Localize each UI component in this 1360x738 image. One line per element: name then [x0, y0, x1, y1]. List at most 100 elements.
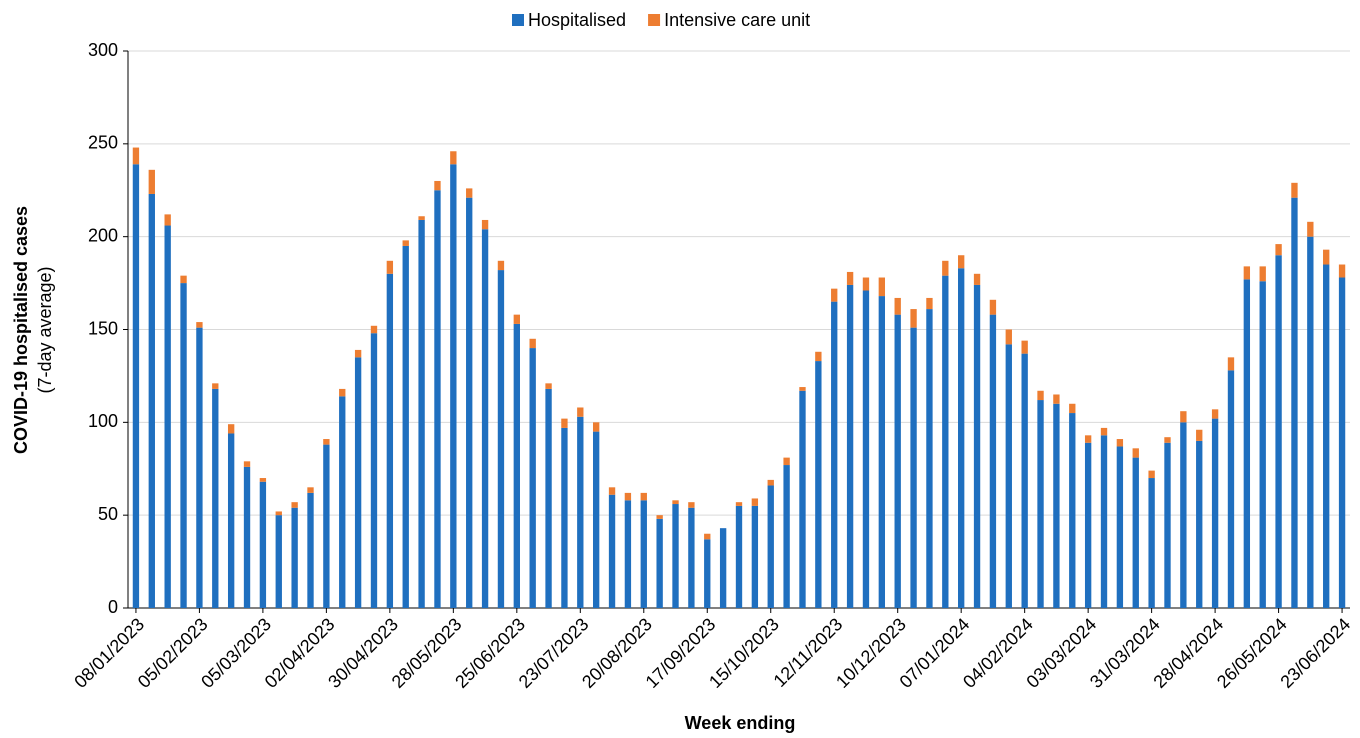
bar-segment — [640, 492, 647, 501]
x-axis-title: Week ending — [685, 713, 796, 733]
bar-segment — [497, 260, 505, 271]
bar-segment — [450, 151, 457, 165]
bar-segment — [1180, 422, 1187, 608]
y-tick-label: 300 — [88, 40, 118, 60]
legend-label: Intensive care unit — [664, 10, 810, 30]
bar-segment — [418, 216, 425, 220]
bar-segment — [370, 325, 378, 334]
bar-segment — [751, 505, 759, 608]
bar-segment — [418, 219, 425, 608]
bar-segment — [1243, 266, 1251, 280]
bar-segment — [354, 349, 362, 358]
bar-segment — [751, 498, 759, 506]
bar-segment — [862, 277, 870, 291]
bar-segment — [767, 479, 774, 486]
bar-segment — [259, 481, 267, 608]
bar-segment — [942, 275, 949, 608]
bar-segment — [196, 327, 203, 608]
bar-segment — [1148, 470, 1155, 479]
bar-segment — [164, 214, 171, 226]
bar-segment — [1211, 409, 1219, 419]
bar-segment — [926, 309, 933, 608]
bar-segment — [1211, 418, 1219, 608]
bar-segment — [180, 283, 187, 608]
bar-segment — [1164, 442, 1171, 608]
bar-segment — [1338, 264, 1346, 278]
bar-segment — [1100, 435, 1108, 608]
bar-segment — [132, 164, 140, 609]
legend-swatch — [648, 14, 661, 26]
bar-segment — [1275, 244, 1282, 256]
bar-segment — [370, 333, 378, 608]
bar-segment — [1291, 197, 1298, 608]
bar-segment — [1291, 182, 1298, 198]
bar-segment — [1338, 277, 1346, 608]
bar-segment — [513, 314, 520, 324]
bar-segment — [1037, 390, 1044, 401]
bar-segment — [1005, 344, 1012, 608]
bar-segment — [275, 511, 282, 516]
y-tick-label: 50 — [98, 504, 118, 524]
bar-segment — [1069, 403, 1076, 414]
bar-segment — [846, 271, 854, 285]
bar-segment — [227, 433, 235, 608]
bar-segment — [1307, 221, 1314, 237]
bar-segment — [989, 299, 997, 315]
bar-segment — [592, 431, 600, 608]
bar-segment — [815, 351, 822, 362]
bar-segment — [735, 502, 743, 506]
bar-segment — [592, 422, 600, 432]
y-axis-title: COVID-19 hospitalised cases — [11, 206, 31, 454]
bar-segment — [1069, 413, 1076, 608]
bar-segment — [783, 465, 790, 608]
bar-segment — [481, 229, 489, 609]
bar-segment — [1053, 403, 1060, 608]
bar-segment — [402, 240, 409, 246]
bar-segment — [386, 260, 394, 274]
bar-segment — [307, 492, 314, 608]
bar-segment — [910, 327, 917, 608]
bar-segment — [243, 461, 251, 467]
bar-segment — [973, 284, 981, 608]
bar-segment — [608, 494, 616, 608]
bar-segment — [1132, 448, 1139, 458]
bar-segment — [212, 383, 219, 389]
bar-segment — [513, 323, 520, 608]
bar-segment — [212, 388, 219, 608]
bar-segment — [831, 301, 838, 608]
bar-segment — [910, 309, 917, 328]
bar-segment — [148, 193, 155, 609]
bar-segment — [275, 515, 282, 608]
bar-segment — [1148, 478, 1155, 608]
bar-segment — [894, 314, 901, 608]
bar-segment — [1037, 400, 1044, 608]
bar-segment — [624, 492, 632, 501]
bar-segment — [1259, 281, 1266, 608]
bar-segment — [958, 255, 965, 269]
bar-segment — [529, 338, 536, 349]
bar-segment — [196, 322, 203, 328]
bar-segment — [1180, 411, 1187, 423]
bar-segment — [1164, 437, 1171, 443]
bar-segment — [339, 388, 346, 397]
bar-segment — [878, 277, 886, 297]
bar-segment — [291, 502, 298, 508]
bar-segment — [481, 219, 489, 230]
bar-segment — [608, 487, 616, 495]
bar-segment — [704, 533, 711, 540]
bar-segment — [846, 284, 854, 608]
bar-segment — [1116, 446, 1124, 608]
bar-segment — [688, 502, 695, 508]
bar-segment — [148, 169, 155, 194]
bar-segment — [640, 500, 647, 608]
bar-segment — [1084, 435, 1092, 443]
bar-segment — [497, 270, 505, 608]
bar-segment — [1196, 429, 1203, 441]
bar-segment — [799, 387, 806, 391]
bar-segment — [577, 407, 584, 417]
bar-segment — [577, 416, 584, 608]
bar-segment — [402, 245, 409, 608]
bar-segment — [307, 487, 314, 493]
bar-segment — [1021, 353, 1028, 608]
